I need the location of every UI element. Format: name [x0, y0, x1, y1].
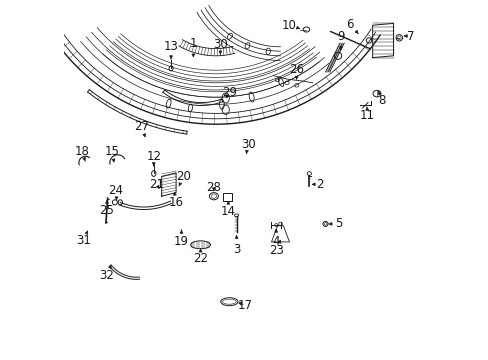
Text: 2: 2: [312, 178, 323, 191]
Text: 1: 1: [189, 37, 197, 57]
Text: 17: 17: [238, 299, 253, 312]
Text: 19: 19: [174, 230, 189, 248]
Text: 6: 6: [345, 18, 357, 33]
Text: 25: 25: [100, 201, 114, 217]
Text: 13: 13: [163, 40, 178, 59]
Text: 14: 14: [221, 201, 235, 218]
Text: 27: 27: [133, 120, 148, 137]
Text: 26: 26: [288, 63, 304, 79]
Text: 7: 7: [404, 30, 414, 42]
Text: 30: 30: [240, 138, 255, 154]
Text: 16: 16: [168, 192, 183, 209]
Text: 28: 28: [206, 181, 221, 194]
Text: 32: 32: [100, 265, 114, 282]
Text: 11: 11: [359, 107, 374, 122]
Text: 31: 31: [76, 231, 91, 247]
Text: 12: 12: [146, 150, 161, 166]
Text: 18: 18: [74, 145, 89, 161]
Text: 20: 20: [176, 170, 190, 186]
Text: 15: 15: [104, 145, 119, 162]
Text: 3: 3: [232, 235, 240, 256]
Text: 5: 5: [328, 217, 342, 230]
Text: 8: 8: [378, 91, 385, 107]
Text: 4: 4: [272, 229, 279, 248]
Bar: [223, 193, 232, 201]
Text: 21: 21: [149, 178, 164, 191]
Text: 22: 22: [193, 249, 208, 265]
Text: 9: 9: [337, 30, 344, 50]
Text: 29: 29: [222, 86, 236, 99]
Text: 30: 30: [213, 39, 227, 54]
Text: 23: 23: [269, 240, 284, 257]
Text: 24: 24: [108, 184, 123, 200]
Text: 10: 10: [282, 19, 299, 32]
